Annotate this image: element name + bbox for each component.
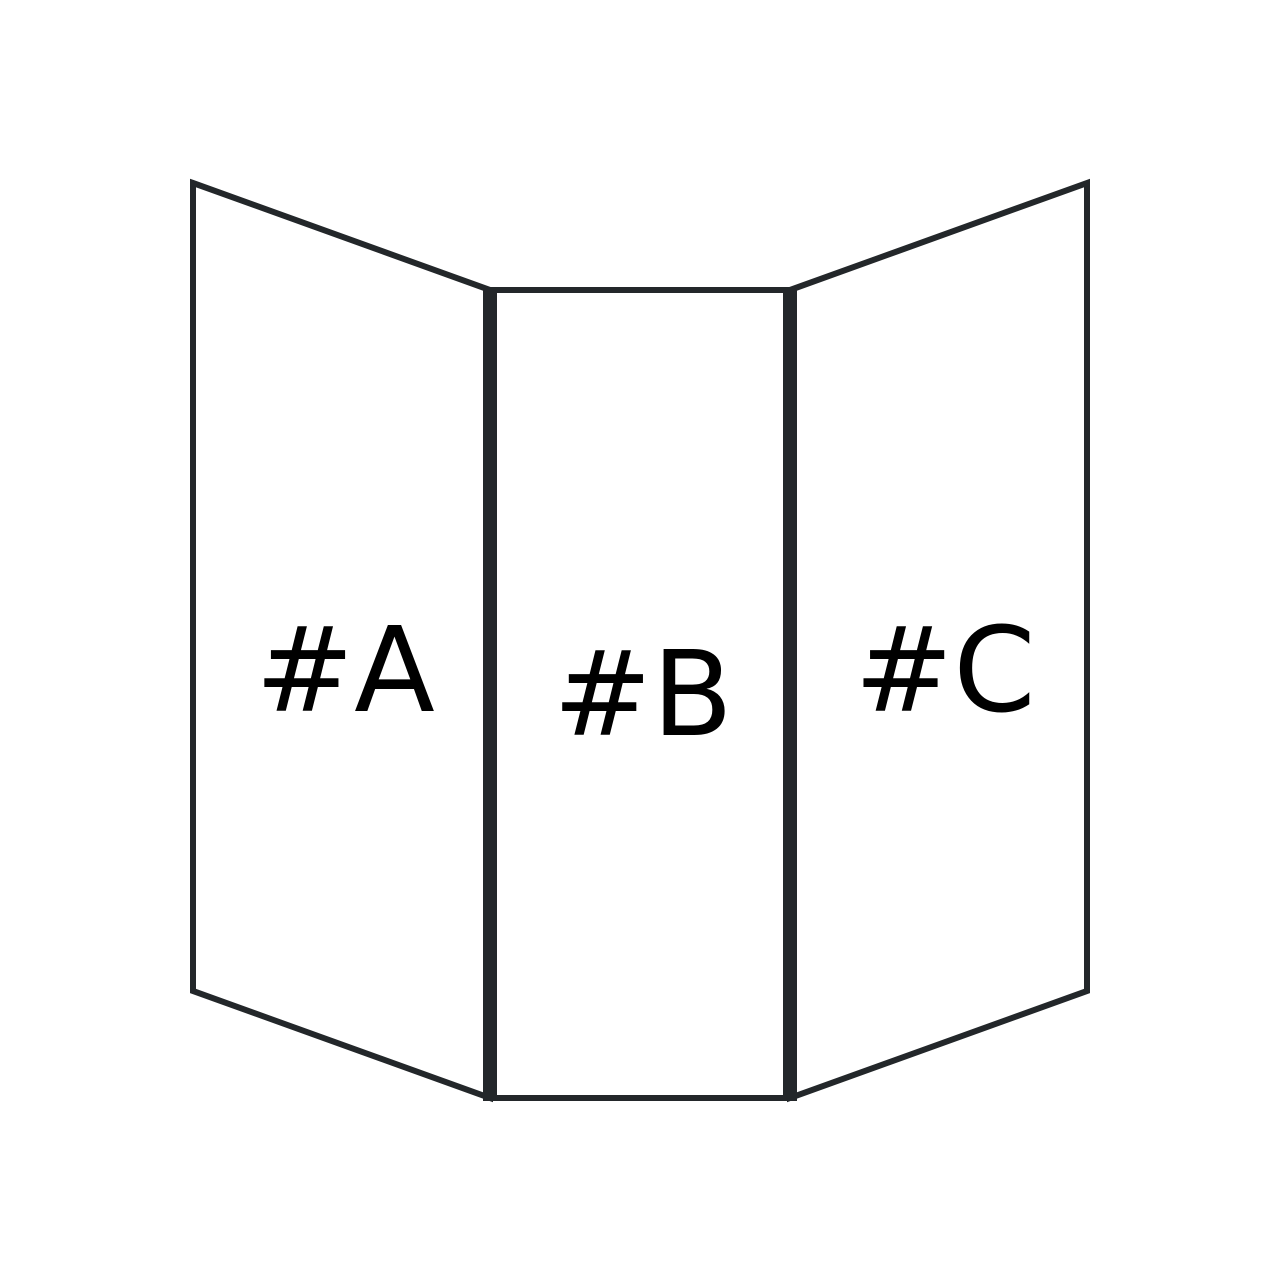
panel-b-label: #B [553,625,733,763]
panel-c-label: #C [854,601,1035,739]
panel-b [487,287,793,1101]
panel-a-label: #A [255,601,435,739]
